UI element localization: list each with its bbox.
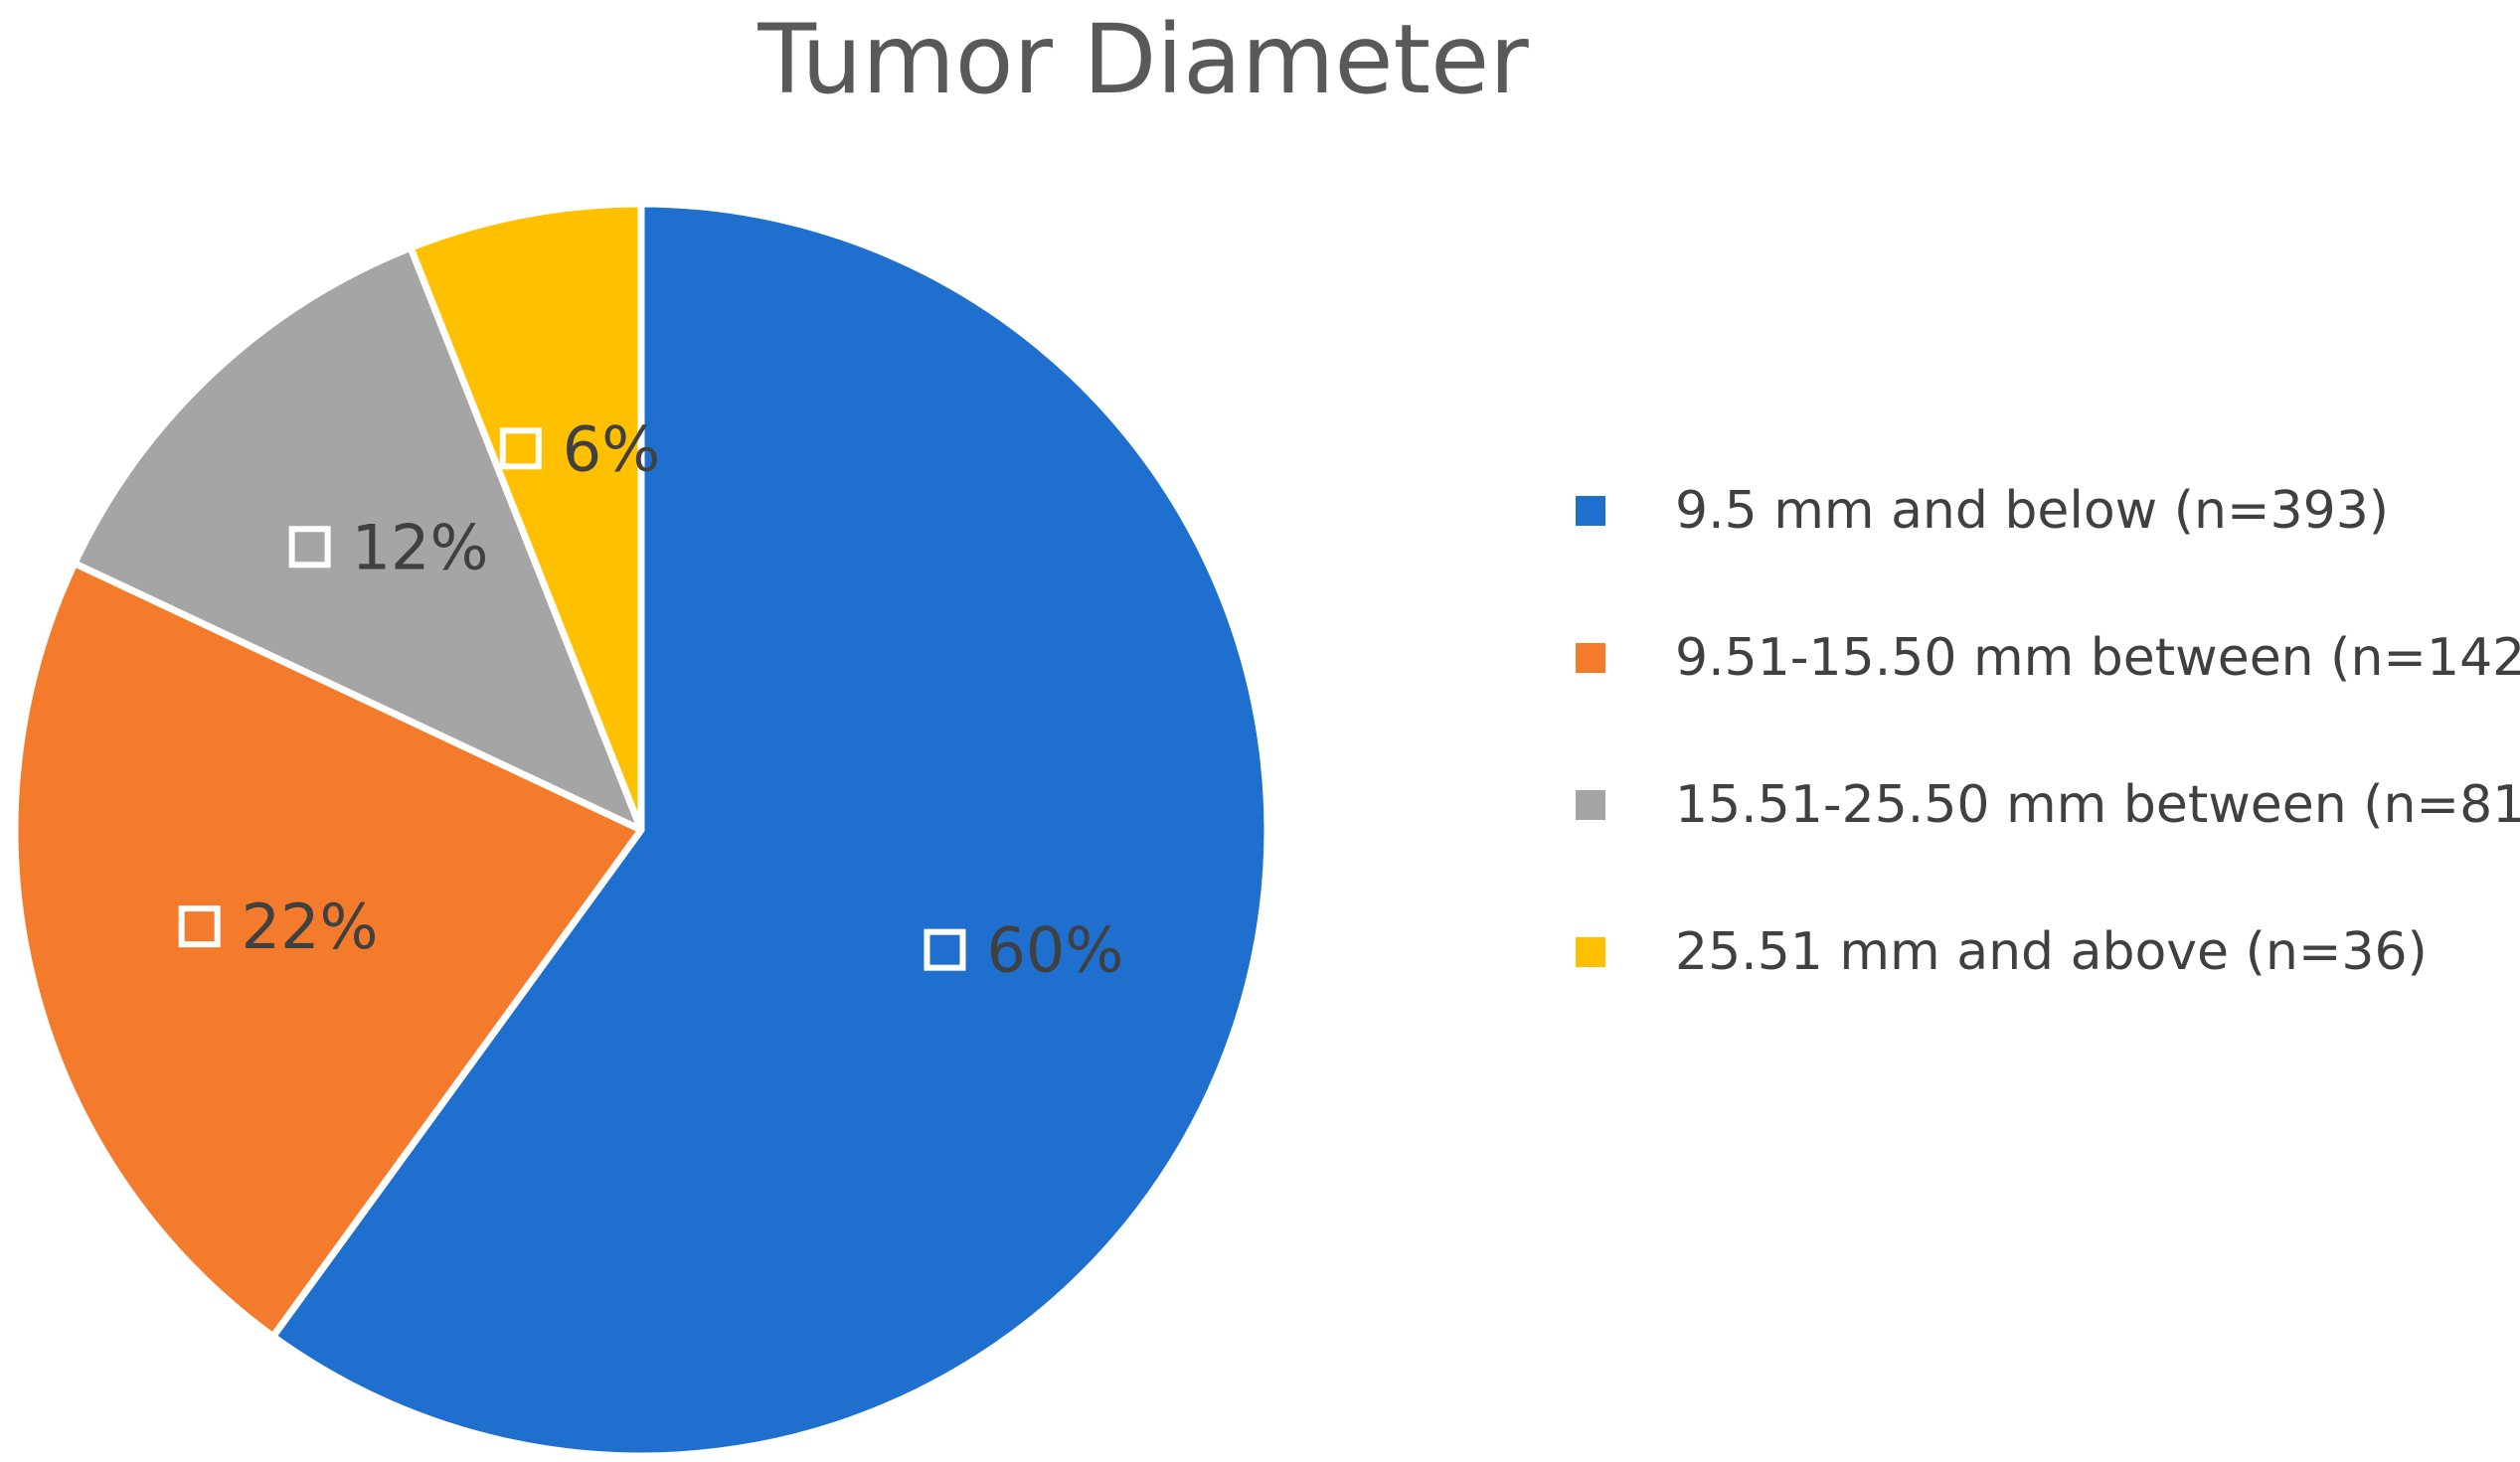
data-label-marker <box>288 526 331 569</box>
pie-slice <box>407 200 645 834</box>
data-label: 6% <box>563 412 660 485</box>
legend-item: 9.5 mm and below (n=393) <box>1576 437 2520 584</box>
legend-swatch <box>1576 937 1605 967</box>
legend-swatch <box>1576 496 1605 526</box>
legend-label: 25.51 mm and above (n=36) <box>1675 922 2428 982</box>
chart-title: Tumor Diameter <box>757 4 1529 115</box>
legend-label: 9.5 mm and below (n=393) <box>1675 481 2390 541</box>
legend-swatch <box>1576 790 1605 820</box>
legend: 9.5 mm and below (n=393) 9.51-15.50 mm b… <box>1576 437 2520 1026</box>
pie-slice <box>269 200 1271 1460</box>
legend-label: 9.51-15.50 mm between (n=142) <box>1675 628 2520 688</box>
legend-label: 15.51-25.50 mm between (n=81) <box>1675 775 2520 835</box>
legend-item: 9.51-15.50 mm between (n=142) <box>1576 584 2520 731</box>
legend-item: 15.51-25.50 mm between (n=81) <box>1576 731 2520 879</box>
data-label-marker <box>924 928 966 971</box>
data-label-marker <box>499 427 542 470</box>
legend-item: 25.51 mm and above (n=36) <box>1576 879 2520 1026</box>
data-label: 12% <box>352 511 489 583</box>
legend-swatch <box>1576 643 1605 673</box>
pie-slice <box>71 244 645 834</box>
data-label-marker <box>178 905 221 948</box>
data-label: 60% <box>986 914 1123 987</box>
data-label: 22% <box>242 891 379 963</box>
